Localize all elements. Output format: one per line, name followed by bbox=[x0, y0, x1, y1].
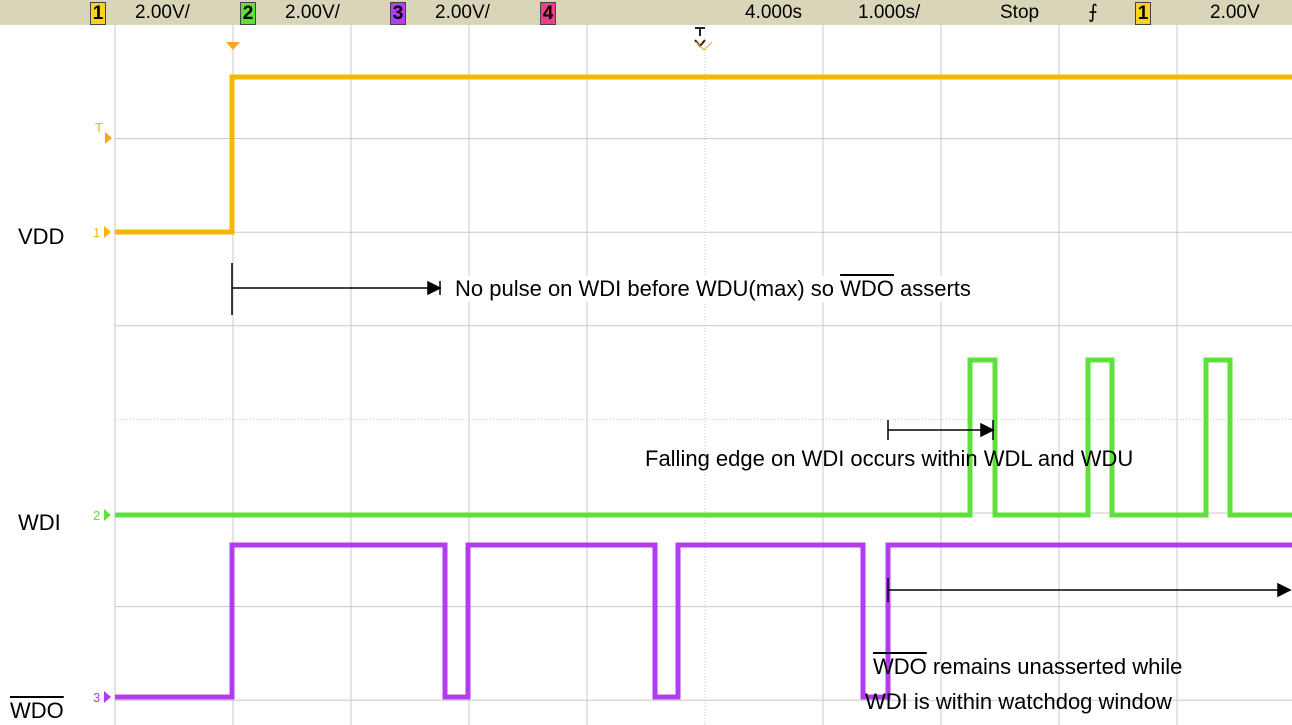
trigger-icon: ⨍ bbox=[1088, 2, 1098, 23]
remains-note: WDO remains unasserted while bbox=[873, 654, 1182, 680]
ch3-box: 3 bbox=[390, 2, 406, 25]
text: remains unasserted while bbox=[926, 654, 1183, 679]
ch4-box: 4 bbox=[540, 2, 556, 25]
wdi-label: WDI bbox=[18, 510, 61, 535]
vdd-label: VDD bbox=[18, 224, 65, 249]
ch2-marker: 2 bbox=[93, 508, 100, 523]
ch2-box: 2 bbox=[240, 2, 256, 25]
vdd-trace bbox=[115, 74, 1292, 235]
ch1-marker: 1 bbox=[93, 225, 100, 240]
time-scale: 1.000s/ bbox=[858, 2, 921, 23]
run-state: Stop bbox=[1000, 2, 1040, 23]
falling-edge-note: Falling edge on WDI occurs within WDL an… bbox=[645, 446, 1134, 471]
ch2-scale: 2.00V/ bbox=[285, 2, 340, 23]
time-delay: 4.000s bbox=[745, 2, 803, 23]
arrows bbox=[231, 263, 1292, 602]
wdo-trace bbox=[115, 542, 1292, 700]
ch-markers: T 1 2 3 bbox=[93, 120, 112, 705]
trigger-pos bbox=[226, 42, 240, 50]
trigger-source: 1 bbox=[1135, 2, 1151, 25]
trigger-level: 2.00V bbox=[1210, 2, 1260, 23]
trigger-marker: T bbox=[95, 120, 103, 135]
wdo-label: WDO bbox=[10, 698, 64, 723]
remains-note-2: WDI is within watchdog window bbox=[865, 689, 1172, 714]
text: No pulse on WDI before WDU(max) so bbox=[455, 276, 841, 301]
ch1-box: 1 bbox=[90, 2, 106, 25]
status-bar: 1 2.00V/ 2 2.00V/ 3 2.00V/ 4 4.000s 1.00… bbox=[0, 0, 1292, 25]
wdi-trace bbox=[115, 357, 1292, 518]
ch3-marker: 3 bbox=[93, 690, 100, 705]
grid bbox=[114, 25, 1292, 725]
center-pos bbox=[695, 41, 713, 51]
text: WDO bbox=[873, 654, 927, 679]
no-pulse-note: No pulse on WDI before WDU(max) so WDO a… bbox=[455, 276, 971, 302]
ch1-scale: 2.00V/ bbox=[135, 2, 190, 23]
delay-marker bbox=[694, 27, 706, 48]
ch3-scale: 2.00V/ bbox=[435, 2, 490, 23]
text: WDO bbox=[840, 276, 894, 301]
text: asserts bbox=[893, 276, 971, 301]
